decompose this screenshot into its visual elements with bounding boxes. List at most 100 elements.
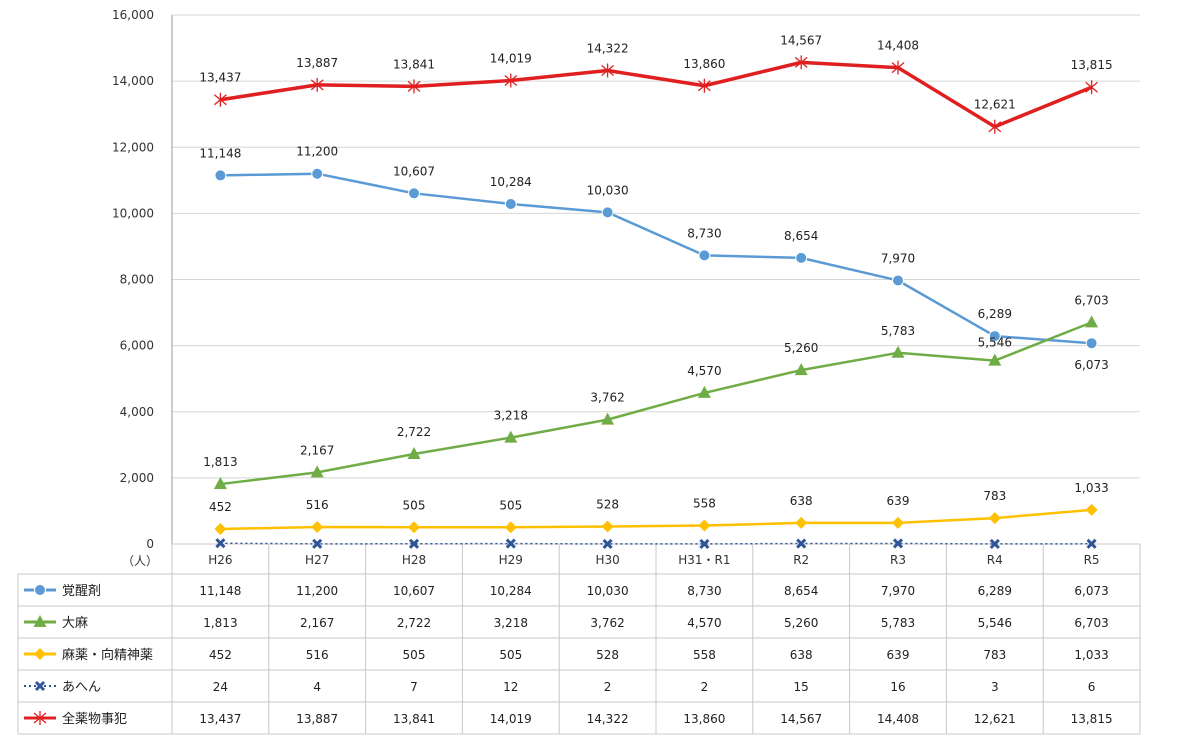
- table-cell: 16: [890, 680, 905, 694]
- table-cell: 5,783: [881, 616, 915, 630]
- table-cell: 516: [306, 648, 329, 662]
- table-cell: 638: [790, 648, 813, 662]
- data-label: 7,970: [881, 251, 915, 265]
- series-4-point: [891, 60, 905, 75]
- series-3-point: [312, 538, 323, 549]
- table-cell: 2: [604, 680, 612, 694]
- data-label: 12,621: [974, 98, 1016, 112]
- series-2-point: [988, 512, 1001, 525]
- legend-label: 大麻: [62, 616, 88, 631]
- table-cell: 13,860: [683, 712, 725, 726]
- table-cell: 7: [410, 680, 418, 694]
- series-line-3: [220, 542, 1092, 545]
- y-tick-label: 14,000: [112, 74, 154, 88]
- data-label: 3,762: [590, 391, 624, 405]
- table-cell: 14,019: [490, 712, 532, 726]
- series-2-point: [892, 516, 904, 529]
- data-label: 14,408: [877, 39, 919, 53]
- legend-label: 麻薬・向精神薬: [62, 647, 153, 663]
- table-cell: 5,546: [978, 616, 1012, 630]
- series-0-point: [892, 274, 904, 287]
- series-0-point: [214, 169, 227, 182]
- table-cell: 505: [499, 648, 522, 662]
- data-label: 11,200: [296, 145, 338, 159]
- table-cell: 12: [503, 680, 518, 694]
- series-3-point: [505, 538, 516, 549]
- series-3-point: [408, 538, 420, 549]
- data-label: 10,284: [490, 175, 532, 189]
- series-3-point: [892, 538, 904, 549]
- table-cell: 5,260: [784, 616, 818, 630]
- y-tick-label: 2,000: [120, 471, 154, 485]
- series-0-point: [988, 330, 1001, 343]
- data-label: 528: [596, 498, 619, 512]
- y-tick-label: 8,000: [120, 273, 154, 287]
- series-2-point: [311, 520, 324, 533]
- table-cell: 639: [887, 648, 910, 662]
- series-2-point: [408, 521, 420, 534]
- data-label: 516: [306, 498, 329, 512]
- table-cell: 10,607: [393, 584, 435, 598]
- y-tick-label: 10,000: [112, 206, 154, 220]
- data-label: 8,730: [687, 226, 721, 240]
- data-label: 13,437: [199, 71, 241, 85]
- table-cell: 7,970: [881, 584, 915, 598]
- series-line-1: [220, 321, 1093, 486]
- data-label: 6,703: [1074, 293, 1108, 307]
- x-tick-label: H26: [208, 553, 232, 567]
- data-label: 558: [693, 497, 716, 511]
- legend-marker: [34, 648, 46, 660]
- data-label: 783: [983, 489, 1006, 503]
- x-tick-label: H29: [499, 553, 523, 567]
- data-label: 505: [403, 498, 426, 512]
- series-1-point: [504, 430, 518, 443]
- data-label: 638: [790, 494, 813, 508]
- series-2-point: [504, 521, 517, 534]
- series-1-point: [697, 385, 711, 398]
- data-label: 14,019: [490, 51, 532, 65]
- data-label: 6,289: [978, 307, 1012, 321]
- y-tick-label: 16,000: [112, 8, 154, 22]
- table-cell: 6,073: [1074, 584, 1108, 598]
- data-label: 1,813: [203, 455, 237, 469]
- series-0-point: [311, 167, 324, 180]
- data-label: 505: [499, 498, 522, 512]
- table-cell: 11,200: [296, 584, 338, 598]
- series-line-0: [220, 172, 1092, 345]
- x-tick-label: R3: [890, 553, 906, 567]
- series-0-point: [698, 249, 711, 262]
- table-cell: 13,437: [199, 712, 241, 726]
- series-2-point: [698, 519, 711, 532]
- table-cell: 3,218: [494, 616, 528, 630]
- series-4-point: [213, 92, 227, 107]
- data-label: 13,860: [683, 57, 725, 71]
- series-0-point: [795, 251, 808, 264]
- table-cell: 14,567: [780, 712, 822, 726]
- series-4-point: [407, 79, 421, 94]
- legend-marker: [33, 615, 47, 627]
- x-tick-label: H30: [595, 553, 619, 567]
- series-0-point: [504, 197, 517, 210]
- table-cell: 505: [403, 648, 426, 662]
- series-3-point: [1086, 538, 1097, 549]
- y-tick-label: 12,000: [112, 140, 154, 154]
- series-4-point: [697, 78, 711, 93]
- data-label: 5,783: [881, 324, 915, 338]
- table-cell: 452: [209, 648, 232, 662]
- data-label: 13,841: [393, 57, 435, 71]
- table-cell: 1,813: [203, 616, 237, 630]
- table-cell: 558: [693, 648, 716, 662]
- table-cell: 2: [701, 680, 709, 694]
- table-cell: 3: [991, 680, 999, 694]
- series-4-point: [794, 55, 808, 70]
- series-1-point: [407, 447, 421, 460]
- table-cell: 11,148: [199, 584, 241, 598]
- series-3-point: [989, 538, 1000, 549]
- table-cell: 6: [1088, 680, 1096, 694]
- table-cell: 1,033: [1074, 648, 1108, 662]
- series-2-point: [214, 523, 227, 536]
- data-label: 1,033: [1074, 481, 1108, 495]
- series-2-point: [1085, 503, 1098, 516]
- table-cell: 8,730: [687, 584, 721, 598]
